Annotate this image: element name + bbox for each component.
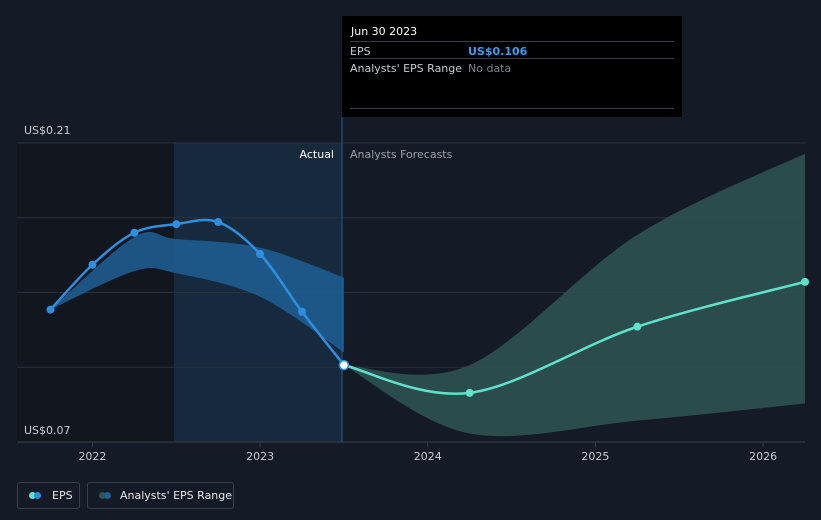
tooltip-range-row: Analysts' EPS Range No data [350,58,674,79]
eps-point-actual [88,260,97,269]
eps-line-forecast [343,280,806,396]
x-axis-ticks: 2022 2023 2024 2025 2026 [78,442,777,463]
eps-points [46,218,809,397]
eps-point-forecast [801,277,809,286]
tooltip-range-label: Analysts' EPS Range [350,62,463,75]
tooltip-divider [350,108,674,109]
tooltip-date: Jun 30 2023 [351,25,418,38]
eps-range-area-actual [50,231,344,353]
forecast-label: Analysts Forecasts [350,148,453,161]
eps-range-areas [50,153,805,437]
x-tick-label: 2025 [581,450,609,463]
x-tick-label: 2024 [414,450,442,463]
actual-label: Actual [300,148,334,161]
eps-point-actual [46,305,55,314]
legend-eps-label: EPS [52,489,73,502]
y-tick-label-bottom: US$0.07 [24,424,71,437]
tooltip-eps-value: US$0.106 [468,45,528,58]
y-tick-label-top: US$0.21 [24,124,71,137]
tooltip-eps-row: EPS US$0.106 [350,41,674,62]
eps-point-actual [298,307,307,316]
eps-point-forecast [633,322,642,331]
tooltip-eps-label: EPS [350,45,371,58]
eps-point-actual [130,228,139,237]
legend-range-label: Analysts' EPS Range [120,489,233,502]
eps-point-forecast [465,388,474,397]
eps-range-area-forecast [343,153,805,437]
tooltip: Jun 30 2023 EPS US$0.106 Analysts' EPS R… [342,16,682,117]
x-tick-label: 2022 [78,450,106,463]
tooltip-range-value: No data [468,62,512,75]
eps-point-selected [338,359,350,371]
x-tick-label: 2023 [246,450,274,463]
legend-range-button[interactable]: Analysts' EPS Range [87,482,234,509]
eps-point-actual [214,218,223,227]
x-tick-label: 2026 [749,450,777,463]
eps-point-actual [172,220,181,229]
legend-eps-button[interactable]: EPS [17,482,80,509]
eps-point-actual [256,250,265,259]
range-legend-icon [99,492,113,499]
eps-legend-icon [29,492,43,499]
